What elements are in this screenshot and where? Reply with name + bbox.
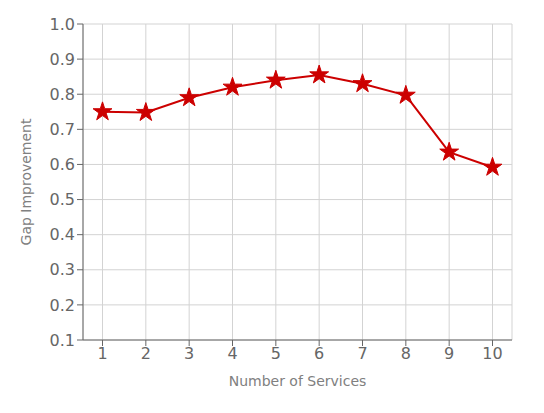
- svg-text:0.3: 0.3: [50, 260, 75, 279]
- svg-text:0.8: 0.8: [50, 85, 75, 104]
- svg-text:0.1: 0.1: [50, 331, 75, 350]
- svg-text:3: 3: [184, 344, 194, 363]
- svg-text:5: 5: [271, 344, 281, 363]
- svg-text:10: 10: [482, 344, 502, 363]
- svg-text:1: 1: [97, 344, 107, 363]
- svg-text:9: 9: [444, 344, 454, 363]
- svg-text:0.4: 0.4: [50, 225, 75, 244]
- svg-text:0.7: 0.7: [50, 120, 75, 139]
- svg-text:0.5: 0.5: [50, 190, 75, 209]
- svg-text:2: 2: [141, 344, 151, 363]
- svg-text:0.6: 0.6: [50, 155, 75, 174]
- svg-text:6: 6: [314, 344, 324, 363]
- svg-text:0.2: 0.2: [50, 296, 75, 315]
- svg-text:7: 7: [357, 344, 367, 363]
- svg-text:4: 4: [227, 344, 237, 363]
- svg-text:8: 8: [401, 344, 411, 363]
- svg-text:0.9: 0.9: [50, 50, 75, 69]
- svg-text:Gap Improvement: Gap Improvement: [18, 118, 34, 245]
- svg-text:1.0: 1.0: [50, 15, 75, 34]
- svg-text:Number of Services: Number of Services: [229, 373, 367, 389]
